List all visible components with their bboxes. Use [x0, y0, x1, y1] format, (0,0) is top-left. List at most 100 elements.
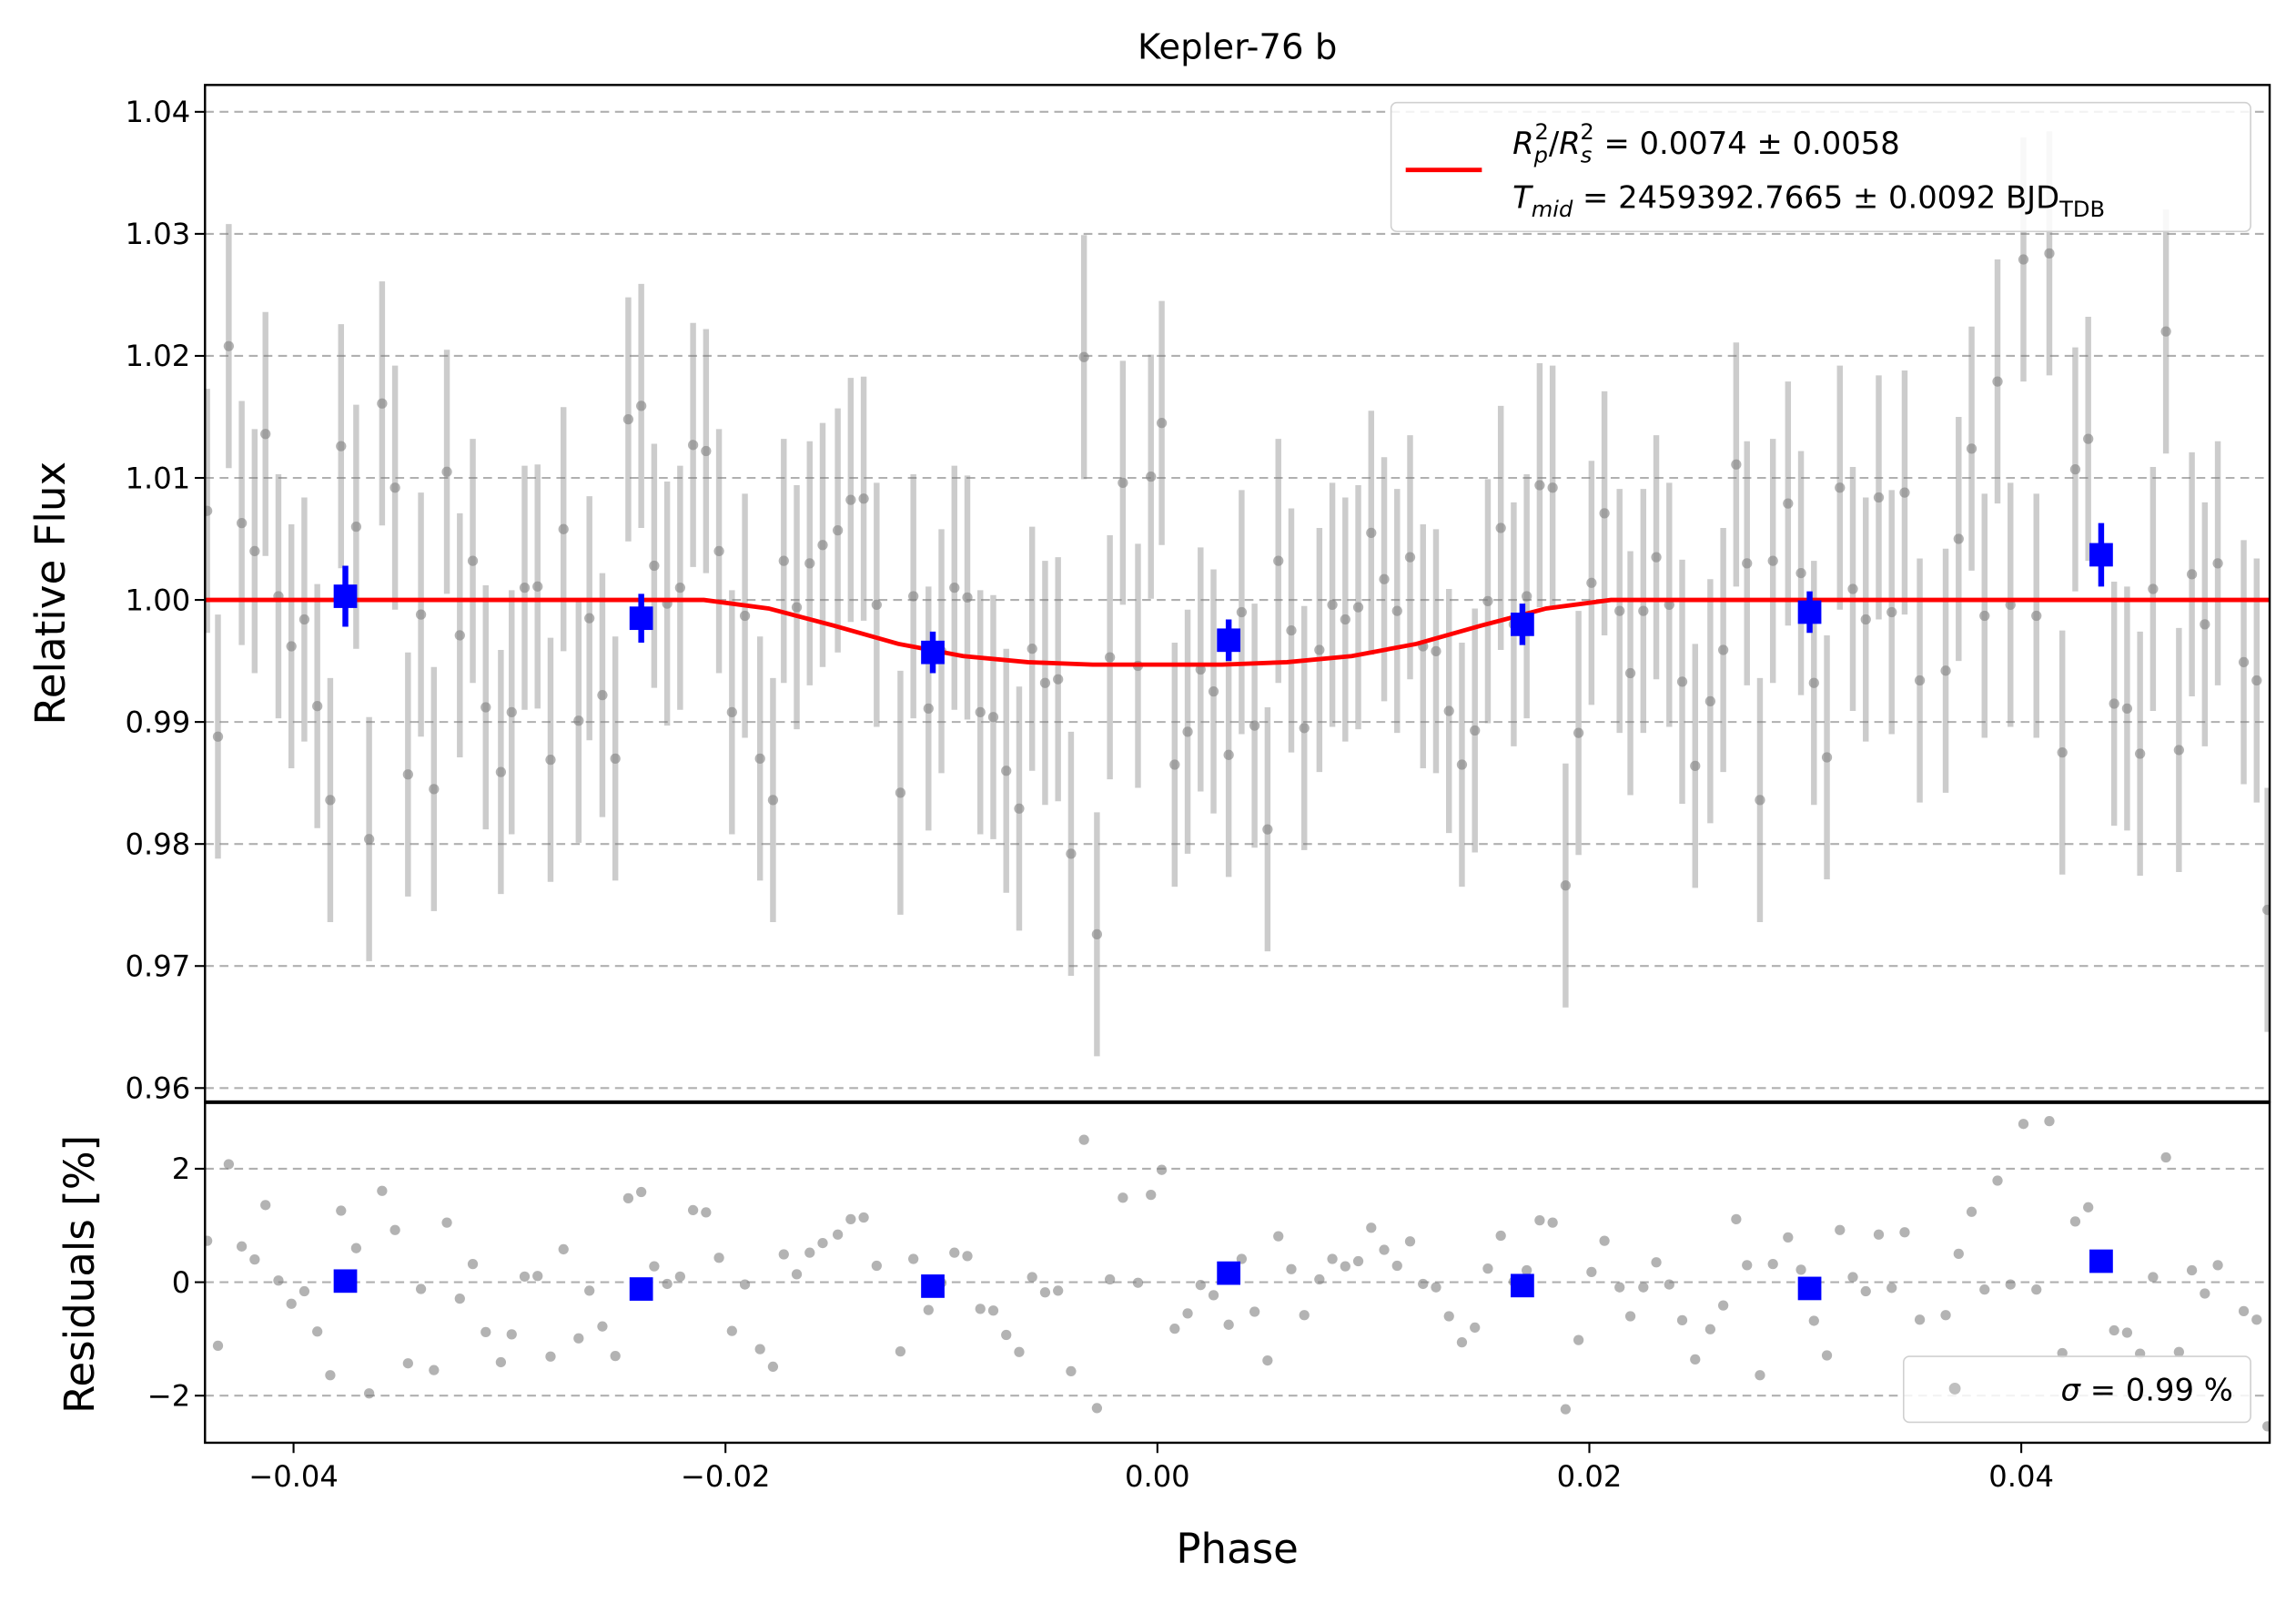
data-point [1742, 1260, 1753, 1271]
data-point [2238, 1305, 2250, 1316]
data-point [1443, 1311, 1454, 1322]
data-point [2044, 1115, 2055, 1127]
data-point [205, 1235, 213, 1246]
data-point [249, 545, 260, 557]
data-point [975, 1304, 986, 1314]
data-point [363, 834, 375, 845]
data-point [1091, 1403, 1103, 1414]
legend-part: s [1581, 143, 1593, 168]
data-point [817, 540, 828, 551]
data-point [454, 630, 465, 641]
data-point [1821, 752, 1833, 763]
data-point [1156, 1164, 1168, 1175]
data-point [402, 769, 413, 780]
data-point [1431, 645, 1441, 657]
data-point [584, 1285, 595, 1296]
data-point [325, 795, 336, 806]
data-point [519, 583, 531, 594]
data-point [1821, 1350, 1833, 1361]
data-point [1664, 599, 1674, 611]
data-point [1651, 552, 1662, 563]
data-point [1767, 1259, 1778, 1270]
legend-part: TDB [2058, 197, 2105, 222]
y-tick-label: 0 [172, 1265, 190, 1300]
data-point [415, 609, 427, 620]
data-point [1132, 1277, 1144, 1288]
y-axis-label: Residuals [%] [56, 1135, 104, 1414]
data-point [2251, 1314, 2262, 1325]
data-point [1495, 522, 1506, 533]
data-point [1835, 482, 1846, 493]
data-point [298, 1285, 310, 1297]
data-point [260, 1200, 271, 1211]
data-point [1066, 1365, 1077, 1377]
y-tick-label: 0.99 [126, 705, 191, 739]
data-point [402, 1358, 413, 1369]
data-point [1105, 1273, 1116, 1285]
data-point [1223, 749, 1234, 760]
data-point [584, 613, 595, 624]
data-point [1182, 726, 1193, 737]
data-point [845, 1213, 856, 1225]
x-tick-label: −0.04 [248, 1459, 339, 1494]
data-point [2173, 1346, 2184, 1357]
data-point [273, 1275, 284, 1286]
data-point [1443, 705, 1454, 716]
data-point [2262, 1421, 2271, 1432]
data-point [895, 787, 906, 798]
data-point [2173, 745, 2184, 756]
data-point [1273, 1231, 1284, 1242]
data-point [1314, 1273, 1325, 1285]
y-tick-label: 1.04 [126, 95, 191, 129]
data-point [506, 706, 517, 718]
data-point [962, 592, 973, 604]
data-point [1195, 664, 1206, 675]
data-point [1835, 1224, 1846, 1235]
data-point [1273, 555, 1284, 566]
data-point [701, 1207, 712, 1218]
data-point [223, 340, 235, 351]
data-point [1053, 674, 1064, 685]
data-point [1966, 1206, 1977, 1217]
x-axis-label: Phase [1176, 1525, 1299, 1573]
y-tick-label: 1.00 [126, 583, 191, 617]
data-point [987, 1305, 999, 1316]
data-point [2057, 747, 2068, 758]
data-point [1118, 477, 1128, 489]
data-point [1482, 1263, 1493, 1274]
data-point [778, 555, 789, 566]
data-point [1431, 1282, 1441, 1293]
data-point [1522, 591, 1532, 602]
legend-part: 2 [1534, 119, 1548, 145]
data-point [1340, 614, 1350, 625]
data-point [1717, 1300, 1729, 1311]
data-point [908, 1253, 919, 1264]
data-point [845, 494, 856, 505]
binned-point [1217, 628, 1241, 653]
data-point [350, 522, 362, 533]
data-point [2018, 254, 2029, 265]
data-point [1456, 1337, 1468, 1348]
data-point [636, 1186, 647, 1198]
data-point [2262, 904, 2271, 916]
data-point [767, 795, 779, 806]
data-point [1808, 677, 1819, 688]
data-point [1391, 605, 1402, 616]
data-point [1286, 624, 1297, 636]
data-point [495, 766, 507, 777]
data-point [1366, 527, 1377, 538]
data-point [687, 440, 699, 451]
plot-area [205, 1115, 2271, 1432]
legend-label: Tmid = 2459392.7665 ± 0.0092 BJDTDB [1512, 180, 2105, 223]
data-point [2005, 599, 2016, 611]
data-point [1456, 759, 1468, 770]
data-point [832, 525, 844, 536]
data-point [1379, 1244, 1390, 1255]
data-point [636, 401, 647, 411]
residual-panel: −2 0 2 −0.04 −0.02 0.00 0.02 0.04 [147, 1115, 2271, 1494]
data-point [1614, 1282, 1625, 1293]
data-point [1586, 577, 1597, 588]
data-point [249, 1254, 260, 1265]
data-point [1404, 552, 1416, 563]
data-point [389, 1224, 400, 1235]
